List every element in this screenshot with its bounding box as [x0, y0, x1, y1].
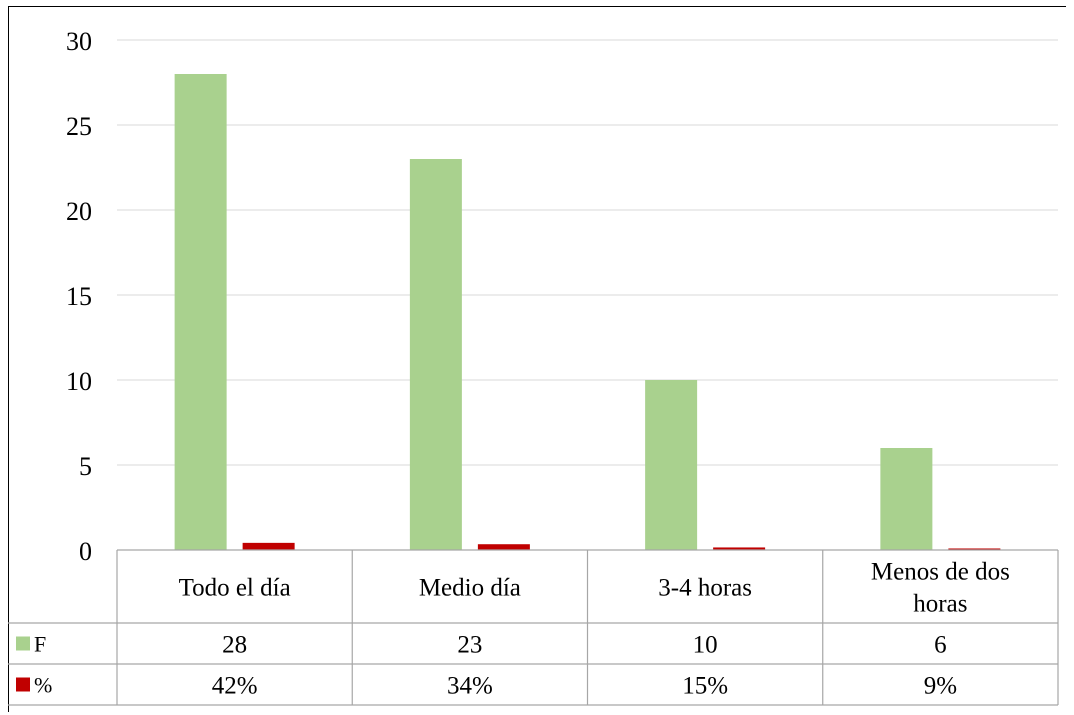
- bar-percent: [242, 542, 295, 550]
- legend-label: F: [34, 632, 46, 657]
- table-value: 10: [693, 632, 718, 659]
- bar-percent: [713, 547, 766, 550]
- x-category-label: Todo el día: [179, 575, 291, 602]
- bar-percent: [477, 544, 530, 550]
- table-value: 34%: [447, 673, 493, 700]
- x-category-label: horas: [913, 591, 967, 618]
- y-tick-label: 15: [66, 282, 92, 311]
- table-value: 15%: [682, 673, 728, 700]
- table-value: 9%: [924, 673, 957, 700]
- table-value: 28: [222, 632, 247, 659]
- table-value: 6: [934, 632, 947, 659]
- legend-label: %: [34, 673, 52, 698]
- y-tick-label: 20: [66, 197, 92, 226]
- y-tick-label: 5: [79, 452, 92, 481]
- legend-key-f: [16, 636, 30, 651]
- x-category-label: Medio día: [419, 575, 521, 602]
- bar-f: [880, 448, 933, 550]
- y-tick-label: 0: [79, 537, 92, 566]
- table-value: 42%: [212, 673, 258, 700]
- bar-percent: [948, 548, 1001, 550]
- y-tick-label: 10: [66, 367, 92, 396]
- x-category-label: 3-4 horas: [658, 575, 752, 602]
- y-tick-label: 25: [66, 112, 92, 141]
- legend-key-percent: [16, 677, 30, 692]
- bar-f: [174, 74, 227, 550]
- bar-f: [409, 159, 462, 550]
- table-value: 23: [457, 632, 482, 659]
- y-tick-label: 30: [66, 27, 92, 56]
- chart-frame: [8, 6, 1066, 712]
- x-category-label: Menos de dos: [871, 559, 1010, 586]
- bar-f: [645, 380, 698, 550]
